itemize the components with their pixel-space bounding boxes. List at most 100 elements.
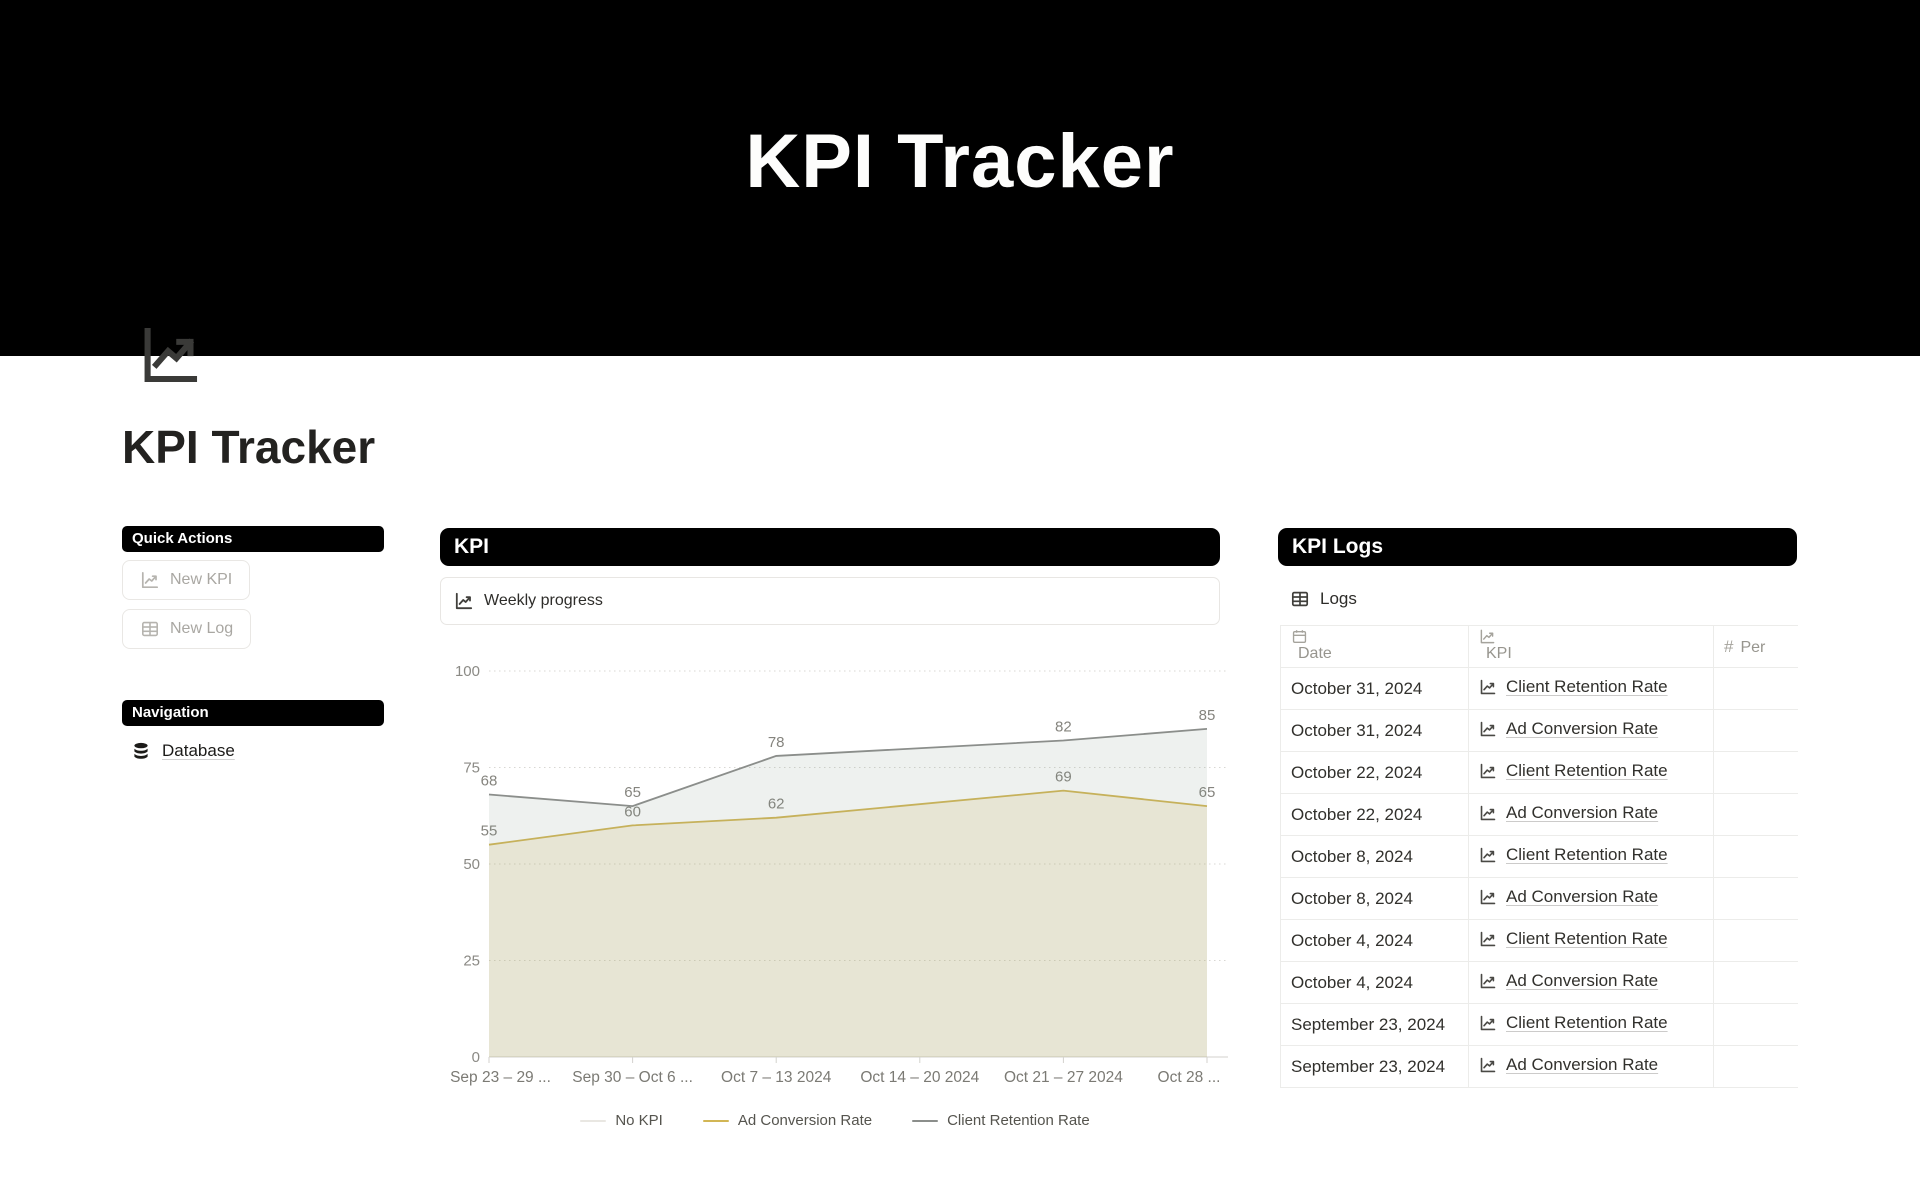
log-per-cell[interactable] xyxy=(1713,667,1798,710)
svg-text:75: 75 xyxy=(463,760,480,777)
line-chart-icon xyxy=(1479,846,1497,864)
line-chart-icon xyxy=(1479,1056,1497,1074)
column-header-kpi[interactable]: KPI xyxy=(1468,625,1714,668)
kpi-relation-link[interactable]: Ad Conversion Rate xyxy=(1479,887,1658,907)
log-kpi-cell[interactable]: Ad Conversion Rate xyxy=(1468,961,1714,1004)
legend-swatch xyxy=(702,1119,729,1122)
legend-label: Client Retention Rate xyxy=(947,1112,1090,1129)
kpi-relation-link[interactable]: Ad Conversion Rate xyxy=(1479,719,1658,739)
log-kpi-cell[interactable]: Client Retention Rate xyxy=(1468,1003,1714,1046)
log-per-cell[interactable] xyxy=(1713,751,1798,794)
kpi-logs-section-header: KPI Logs xyxy=(1278,528,1797,566)
kpi-relation-link[interactable]: Ad Conversion Rate xyxy=(1479,1055,1658,1075)
log-per-cell[interactable] xyxy=(1713,793,1798,836)
kpi-relation-link[interactable]: Client Retention Rate xyxy=(1479,845,1668,865)
svg-text:Oct 14 – 20 2024: Oct 14 – 20 2024 xyxy=(860,1069,979,1086)
table-row: September 23, 2024 Client Retention Rate xyxy=(1280,1003,1798,1046)
line-chart-icon xyxy=(140,570,160,590)
log-per-cell[interactable] xyxy=(1713,961,1798,1004)
kpi-relation-link[interactable]: Ad Conversion Rate xyxy=(1479,971,1658,991)
log-per-cell[interactable] xyxy=(1713,919,1798,962)
table-icon xyxy=(1290,589,1310,609)
log-kpi-cell[interactable]: Client Retention Rate xyxy=(1468,751,1714,794)
log-per-cell[interactable] xyxy=(1713,835,1798,878)
log-date-cell[interactable]: September 23, 2024 xyxy=(1280,1045,1469,1088)
table-row: October 22, 2024 Ad Conversion Rate xyxy=(1280,793,1798,836)
table-row: October 8, 2024 Ad Conversion Rate xyxy=(1280,877,1798,920)
log-date: October 8, 2024 xyxy=(1291,888,1413,908)
new-kpi-label: New KPI xyxy=(170,571,233,588)
legend-item[interactable]: Client Retention Rate xyxy=(912,1112,1090,1129)
log-kpi-label: Ad Conversion Rate xyxy=(1506,886,1659,906)
column-header-per[interactable]: # Per xyxy=(1713,625,1798,668)
table-row: September 23, 2024 Ad Conversion Rate xyxy=(1280,1045,1798,1088)
svg-text:78: 78 xyxy=(768,734,785,751)
kpi-relation-link[interactable]: Ad Conversion Rate xyxy=(1479,803,1658,823)
log-date-cell[interactable]: October 22, 2024 xyxy=(1280,793,1469,836)
kpi-relation-link[interactable]: Client Retention Rate xyxy=(1479,1013,1668,1033)
log-kpi-cell[interactable]: Client Retention Rate xyxy=(1468,919,1714,962)
cover-banner: KPI Tracker xyxy=(0,0,1920,356)
database-label: Database xyxy=(162,741,235,760)
svg-text:Sep 23 – 29 ...: Sep 23 – 29 ... xyxy=(450,1069,551,1086)
kpi-relation-link[interactable]: Client Retention Rate xyxy=(1479,761,1668,781)
log-date: October 22, 2024 xyxy=(1291,762,1423,782)
svg-text:100: 100 xyxy=(455,663,480,680)
chart-card-header[interactable]: Weekly progress xyxy=(440,577,1220,625)
log-per-cell[interactable] xyxy=(1713,1003,1798,1046)
log-date-cell[interactable]: October 4, 2024 xyxy=(1280,919,1469,962)
log-kpi-label: Ad Conversion Rate xyxy=(1506,970,1659,990)
calendar-icon xyxy=(1291,628,1462,645)
log-date-cell[interactable]: September 23, 2024 xyxy=(1280,1003,1469,1046)
database-icon xyxy=(131,741,151,761)
legend-label: Ad Conversion Rate xyxy=(737,1112,873,1129)
log-date-cell[interactable]: October 4, 2024 xyxy=(1280,961,1469,1004)
log-date-cell[interactable]: October 31, 2024 xyxy=(1280,709,1469,752)
log-kpi-label: Ad Conversion Rate xyxy=(1506,718,1659,738)
legend-swatch xyxy=(912,1119,939,1122)
log-kpi-cell[interactable]: Ad Conversion Rate xyxy=(1468,877,1714,920)
log-per-cell[interactable] xyxy=(1713,877,1798,920)
log-per-cell[interactable] xyxy=(1713,709,1798,752)
new-kpi-button[interactable]: New KPI xyxy=(122,560,251,600)
hash-icon: # xyxy=(1724,636,1734,656)
log-date-cell[interactable]: October 22, 2024 xyxy=(1280,751,1469,794)
table-row: October 4, 2024 Client Retention Rate xyxy=(1280,919,1798,962)
log-kpi-cell[interactable]: Ad Conversion Rate xyxy=(1468,793,1714,836)
quick-actions-header: Quick Actions xyxy=(122,526,384,552)
log-kpi-cell[interactable]: Ad Conversion Rate xyxy=(1468,709,1714,752)
logs-table: Date KPI # Per October 31, 202 xyxy=(1280,625,1798,1095)
table-row: October 4, 2024 Ad Conversion Rate xyxy=(1280,961,1798,1004)
log-kpi-cell[interactable]: Ad Conversion Rate xyxy=(1468,1045,1714,1088)
column-label-per: Per xyxy=(1740,638,1766,656)
log-date-cell[interactable]: October 8, 2024 xyxy=(1280,835,1469,878)
kpi-relation-link[interactable]: Client Retention Rate xyxy=(1479,677,1668,697)
kpi-section-header: KPI xyxy=(440,528,1220,566)
logs-view-title[interactable]: Logs xyxy=(1290,585,1357,613)
legend-item[interactable]: No KPI xyxy=(580,1112,663,1129)
log-date: October 22, 2024 xyxy=(1291,804,1423,824)
svg-text:82: 82 xyxy=(1055,718,1072,735)
page-icon line-chart-icon[interactable] xyxy=(138,323,202,387)
log-kpi-cell[interactable]: Client Retention Rate xyxy=(1468,835,1714,878)
sidebar-item-database[interactable]: Database xyxy=(131,737,235,765)
new-log-label: New Log xyxy=(170,620,234,637)
line-chart-icon xyxy=(1479,804,1497,822)
kpi-weekly-chart[interactable]: 0 25 50 75 100 Sep 23 – 29 ... Sep 30 – Oct 6 … xyxy=(440,630,1230,1100)
svg-text:Oct 28 ...: Oct 28 ... xyxy=(1158,1069,1221,1086)
kpi-relation-link[interactable]: Client Retention Rate xyxy=(1479,929,1668,949)
column-header-date[interactable]: Date xyxy=(1280,625,1469,668)
line-chart-icon xyxy=(454,591,474,611)
chart-title: Weekly progress xyxy=(484,592,603,609)
logs-title-label: Logs xyxy=(1320,589,1357,608)
svg-text:62: 62 xyxy=(768,796,785,813)
legend-item[interactable]: Ad Conversion Rate xyxy=(702,1112,873,1129)
chart-legend: No KPI Ad Conversion Rate Client Retention… xyxy=(440,1112,1230,1129)
log-per-cell[interactable] xyxy=(1713,1045,1798,1088)
log-date-cell[interactable]: October 31, 2024 xyxy=(1280,667,1469,710)
log-date-cell[interactable]: October 8, 2024 xyxy=(1280,877,1469,920)
new-log-button[interactable]: New Log xyxy=(122,609,252,649)
svg-text:0: 0 xyxy=(472,1049,480,1066)
log-kpi-cell[interactable]: Client Retention Rate xyxy=(1468,667,1714,710)
line-chart-icon xyxy=(1479,888,1497,906)
